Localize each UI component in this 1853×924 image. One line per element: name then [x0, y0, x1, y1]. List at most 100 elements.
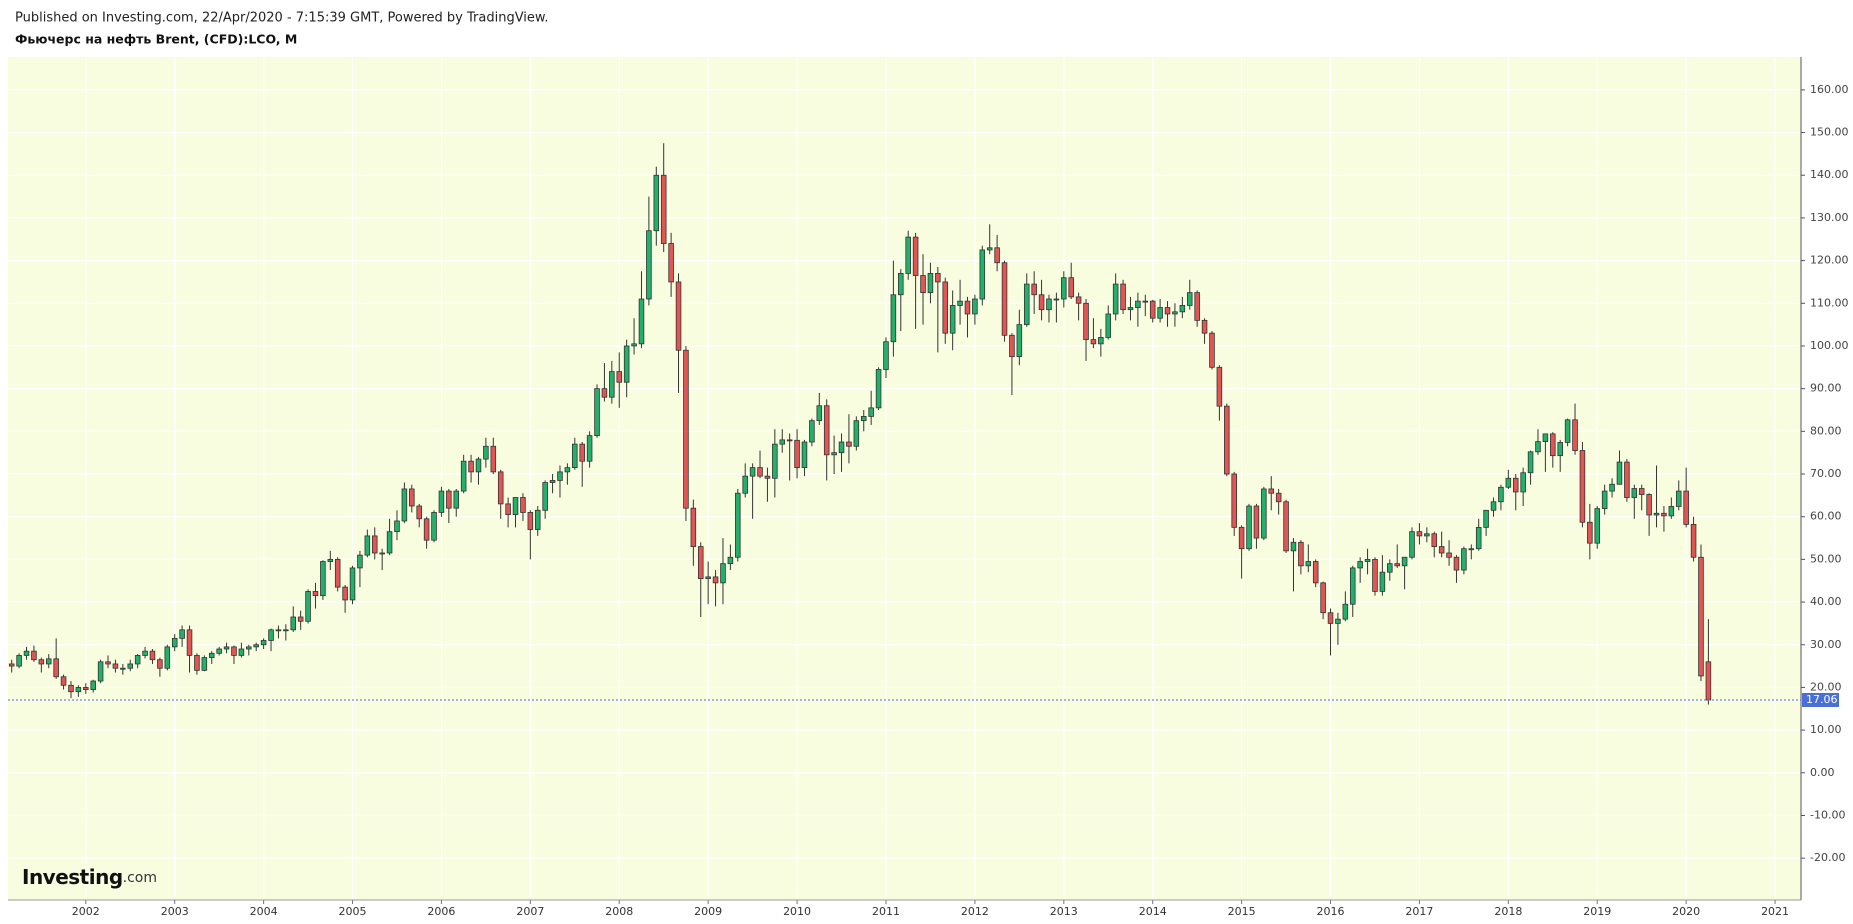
- candle-body: [1312, 561, 1319, 584]
- candle-body: [927, 273, 934, 294]
- candle-body: [53, 658, 59, 678]
- candle-body: [972, 298, 978, 315]
- candle-body: [312, 590, 319, 597]
- candle-body: [1416, 531, 1423, 537]
- candle-body: [1127, 307, 1134, 311]
- candle-body: [557, 471, 563, 481]
- candle-body: [1224, 405, 1230, 475]
- candle-body: [1468, 548, 1475, 551]
- candle-body: [208, 652, 215, 658]
- candle-body: [979, 249, 986, 300]
- candle-body: [1283, 501, 1289, 552]
- candle-body: [1364, 558, 1371, 562]
- candle-body: [1387, 563, 1393, 573]
- candle-body: [475, 458, 482, 473]
- candle-body: [1461, 548, 1467, 571]
- candle-body: [1142, 300, 1149, 303]
- candle-body: [505, 503, 511, 515]
- candle-body: [1023, 283, 1030, 326]
- candle-body: [1164, 307, 1171, 315]
- candle-body: [572, 443, 578, 469]
- candle-body: [1172, 311, 1178, 315]
- candle-body: [1475, 526, 1482, 550]
- candle-body: [1616, 461, 1623, 485]
- candle-body: [1453, 556, 1460, 571]
- x-tick-label: 2009: [694, 905, 722, 918]
- candle-body: [1327, 612, 1334, 624]
- published-note: Published on Investing.com, 22/Apr/2020 …: [15, 11, 548, 26]
- y-tick-label: 0.00: [1810, 766, 1835, 779]
- candle-body: [1431, 533, 1438, 547]
- candle-body: [1349, 567, 1356, 605]
- candle-body: [1120, 283, 1126, 311]
- y-tick-label: 50.00: [1810, 552, 1842, 565]
- candle-body: [1527, 451, 1534, 474]
- candle-body: [1587, 521, 1593, 544]
- candle-body: [772, 443, 778, 479]
- candle-body: [38, 659, 45, 665]
- x-tick-label: 2021: [1761, 905, 1789, 918]
- candle-body: [1342, 603, 1349, 620]
- candle-body: [1401, 556, 1408, 567]
- candle-body: [720, 563, 726, 584]
- last-price-label: 17.06: [1806, 693, 1838, 706]
- candle-body: [164, 646, 171, 669]
- candle-body: [1157, 307, 1163, 319]
- candle-body: [549, 480, 556, 483]
- candle-body: [942, 281, 949, 334]
- x-tick-label: 2012: [961, 905, 989, 918]
- candle-body: [253, 644, 259, 648]
- x-tick-label: 2016: [1317, 905, 1345, 918]
- candle-body: [1690, 523, 1697, 558]
- candle-body: [801, 441, 808, 469]
- candle-body: [179, 629, 185, 639]
- y-tick-label: 90.00: [1810, 382, 1842, 395]
- candle-body: [446, 490, 452, 509]
- candle-body: [986, 247, 993, 251]
- candle-body: [453, 490, 460, 509]
- candle-body: [112, 663, 119, 669]
- candle-body: [512, 497, 519, 515]
- candle-body: [468, 460, 474, 473]
- candle-body: [364, 535, 371, 556]
- candle-body: [1557, 442, 1563, 457]
- candle-body: [320, 561, 326, 597]
- candle-body: [957, 300, 963, 306]
- candle-body: [1668, 506, 1675, 517]
- candle-body: [1335, 618, 1341, 624]
- candle-body: [483, 445, 489, 460]
- x-tick-label: 2015: [1228, 905, 1256, 918]
- x-tick-label: 2017: [1405, 905, 1433, 918]
- y-tick-label: 40.00: [1810, 595, 1842, 608]
- candle-body: [1394, 563, 1400, 567]
- candle-body: [1535, 441, 1541, 453]
- candle-body: [1149, 300, 1156, 319]
- candle-body: [1698, 556, 1704, 677]
- candle-body: [1564, 419, 1571, 443]
- candle-body: [342, 586, 348, 601]
- logo: Investing.com: [22, 865, 157, 889]
- x-tick-label: 2020: [1672, 905, 1700, 918]
- candle-body: [105, 661, 111, 665]
- candle-body: [1083, 302, 1089, 340]
- candle-body: [527, 512, 534, 530]
- logo-name: Investing: [22, 865, 123, 889]
- candle-body: [8, 663, 15, 667]
- candle-body: [1594, 508, 1601, 544]
- candle-body: [853, 420, 860, 447]
- candle-body: [660, 174, 667, 244]
- y-tick-label: -10.00: [1810, 808, 1845, 821]
- candle-body: [290, 616, 297, 631]
- candle-body: [1653, 512, 1660, 516]
- candles: [8, 143, 1712, 705]
- candle-body: [1261, 488, 1267, 539]
- candle-body: [779, 439, 786, 445]
- candle-body: [964, 300, 971, 315]
- candle-body: [653, 174, 660, 232]
- candle-body: [438, 490, 445, 513]
- candle-body: [1179, 305, 1186, 313]
- candle-body: [1705, 661, 1712, 701]
- candle-body: [90, 680, 96, 690]
- candle-body: [1320, 582, 1326, 614]
- candle-body: [905, 236, 911, 274]
